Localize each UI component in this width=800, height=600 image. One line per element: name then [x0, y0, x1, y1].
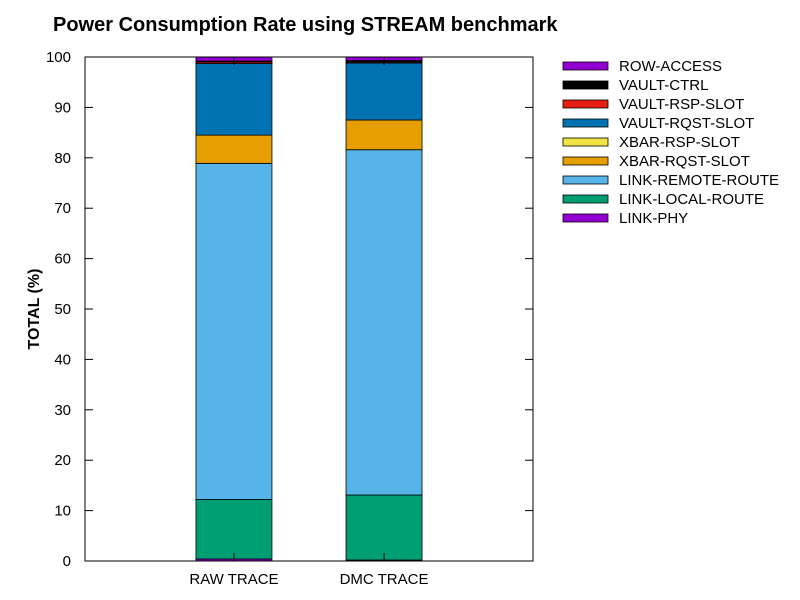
bar-segment-raw-trace-link-remote-route [195, 162, 273, 500]
legend-label-link-remote-route: LINK-REMOTE-ROUTE [619, 172, 779, 189]
legend-swatch-vault-rsp-slot [562, 99, 609, 109]
axes-layer: RAW TRACE DMC TRACE 0 10 20 30 40 50 60 70 80 90 100 [46, 49, 534, 588]
legend-swatch-vault-ctrl [562, 80, 609, 90]
y-tick-label: 30 [54, 402, 71, 419]
y-tick-label: 70 [54, 200, 71, 217]
bar-segment-raw-trace-link-local-route [195, 499, 273, 560]
y-tick-label: 20 [54, 452, 71, 469]
legend-swatch-xbar-rsp-slot [562, 137, 609, 147]
legend-label-link-local-route: LINK-LOCAL-ROUTE [619, 191, 764, 208]
legend-label-xbar-rsp-slot: XBAR-RSP-SLOT [619, 134, 740, 151]
bars-layer [195, 56, 423, 562]
legend-swatch-link-local-route [562, 194, 609, 204]
y-tick-label: 50 [54, 301, 71, 318]
bar-segment-dmc-trace-xbar-rqst-slot [345, 119, 423, 151]
legend-label-vault-rsp-slot: VAULT-RSP-SLOT [619, 96, 744, 113]
bar-segment-dmc-trace-link-remote-route [345, 149, 423, 496]
legend-swatch-vault-rqst-slot [562, 118, 609, 128]
y-tick-label: 100 [46, 49, 71, 66]
y-tick-label: 40 [54, 351, 71, 368]
bar-segment-dmc-trace-vault-rqst-slot [345, 62, 423, 121]
bar-segment-dmc-trace-link-local-route [345, 494, 423, 561]
legend-swatch-xbar-rqst-slot [562, 156, 609, 166]
y-axis-label: TOTAL (%) [26, 269, 43, 350]
legend-label-vault-rqst-slot: VAULT-RQST-SLOT [619, 115, 754, 132]
legend-label-link-phy: LINK-PHY [619, 210, 688, 227]
legend-swatch-link-phy [562, 213, 609, 223]
legend-label-xbar-rqst-slot: XBAR-RQST-SLOT [619, 153, 750, 170]
x-tick-label-dmc-trace: DMC TRACE [340, 571, 429, 588]
legend-label-row-access: ROW-ACCESS [619, 58, 722, 75]
y-tick-label: 10 [54, 503, 71, 520]
chart-title: Power Consumption Rate using STREAM benc… [53, 14, 558, 36]
legend-swatch-row-access [562, 61, 609, 71]
bar-segment-raw-trace-vault-rqst-slot [195, 63, 273, 136]
x-tick-label-raw-trace: RAW TRACE [189, 571, 278, 588]
y-tick-label: 90 [54, 99, 71, 116]
y-tick-label: 60 [54, 251, 71, 268]
legend-swatch-link-remote-route [562, 175, 609, 185]
legend: ROW-ACCESS VAULT-CTRL VAULT-RSP-SLOT VAULT-… [562, 58, 779, 227]
plot-frame [84, 56, 534, 562]
y-tick-label: 0 [63, 553, 71, 570]
legend-label-vault-ctrl: VAULT-CTRL [619, 77, 708, 94]
y-tick-label: 80 [54, 150, 71, 167]
bar-segment-raw-trace-xbar-rqst-slot [195, 134, 273, 164]
